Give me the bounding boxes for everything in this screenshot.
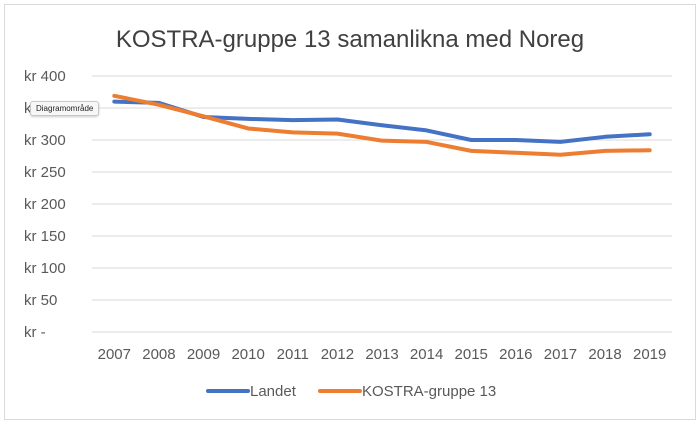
x-tick-label: 2009 — [187, 346, 220, 363]
x-tick-label: 2012 — [321, 346, 354, 363]
x-tick-label: 2015 — [455, 346, 488, 363]
legend-label: KOSTRA-gruppe 13 — [362, 383, 496, 400]
y-tick-label: kr 400 — [24, 68, 66, 85]
chart-title: KOSTRA-gruppe 13 samanlikna med Noreg — [115, 26, 585, 53]
y-tick-label: kr - — [24, 324, 46, 341]
series-line-kostra-gruppe-13 — [112, 93, 652, 157]
x-tick-label: 2018 — [588, 346, 621, 363]
x-tick-label: 2014 — [410, 346, 443, 363]
y-tick-label: kr 200 — [24, 196, 66, 213]
y-tick-label: kr 250 — [24, 164, 66, 181]
y-tick-label: kr 50 — [24, 292, 57, 309]
x-tick-label: 2007 — [98, 346, 131, 363]
x-tick-label: 2010 — [231, 346, 264, 363]
x-tick-label: 2011 — [277, 346, 309, 363]
y-tick-label: kr 150 — [24, 228, 66, 245]
y-tick-label: kr 300 — [24, 132, 66, 149]
x-tick-label: 2017 — [544, 346, 577, 363]
legend-label: Landet — [250, 383, 297, 400]
chart-area[interactable] — [4, 4, 696, 420]
x-tick-label: 2016 — [499, 346, 532, 363]
y-tick-label: kr 100 — [24, 260, 66, 277]
x-tick-label: 2013 — [365, 346, 398, 363]
chart-area-tooltip: Diagramområde — [30, 101, 100, 116]
x-tick-label: 2008 — [142, 346, 175, 363]
x-tick-label: 2019 — [633, 346, 666, 363]
